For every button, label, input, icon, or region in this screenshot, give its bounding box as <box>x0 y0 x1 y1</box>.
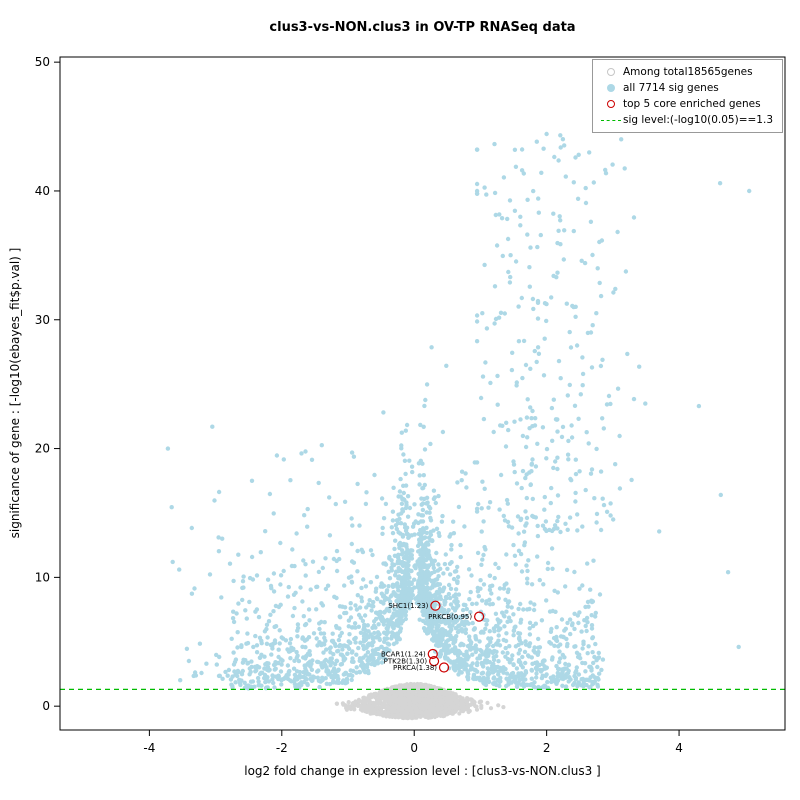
x-tick-label: 4 <box>675 741 683 755</box>
gene-marker-shc1 <box>430 600 441 611</box>
gene-marker-ptk2b <box>428 655 440 667</box>
sig-points-layer <box>165 131 752 691</box>
gene-marker-bcar1 <box>427 648 438 660</box>
gene-marker-prkca <box>438 662 450 673</box>
legend-label: sig level:(-log10(0.05)==1.3 <box>622 114 773 126</box>
nonsig-points-layer <box>334 681 506 721</box>
legend-label: Among total18565genes <box>622 66 753 78</box>
x-tick-label: -2 <box>276 741 288 755</box>
red-open-circle-marker <box>599 100 623 108</box>
gene-marker-prkcb <box>474 611 485 622</box>
plot-box <box>59 56 786 731</box>
y-tick-label: 0 <box>42 699 50 713</box>
gene-label-prkca: PRKCA(1.38) <box>393 664 437 672</box>
legend-label: top 5 core enriched genes <box>622 98 761 110</box>
blue-circle-marker <box>599 84 623 92</box>
y-axis-label: significance of gene : [-log10(ebayes_fi… <box>8 247 22 539</box>
x-tick-label: 2 <box>543 741 551 755</box>
legend: Among total18565genes all 7714 sig genes… <box>591 59 783 133</box>
chart-title: clus3-vs-NON.clus3 in OV-TP RNASeq data <box>269 20 576 35</box>
legend-item-sig-genes: all 7714 sig genes <box>599 80 773 96</box>
x-axis-label: log2 fold change in expression level : [… <box>244 764 601 778</box>
legend-item-core-enriched-genes: top 5 core enriched genes <box>599 96 773 112</box>
y-tick-label: 40 <box>35 184 50 198</box>
y-tick-label: 30 <box>35 313 50 327</box>
y-tick-label: 10 <box>35 570 50 584</box>
y-tick-label: 20 <box>35 442 50 456</box>
gene-label-shc1: SHC1(1.23) <box>388 602 428 610</box>
gene-label-bcar1: BCAR1(1.24) <box>381 651 426 659</box>
green-dashed-line-marker <box>599 119 623 121</box>
x-tick-label: 0 <box>410 741 418 755</box>
legend-item-total-genes: Among total18565genes <box>599 64 773 80</box>
legend-label: all 7714 sig genes <box>622 82 719 94</box>
gray-circle-marker <box>599 68 623 76</box>
gene-label-ptk2b: PTK2B(1.30) <box>384 658 428 666</box>
core-enriched-genes-layer: SHC1(1.23)PRKCB(0.95) BCAR1(1.24)PTK2B(1.… <box>381 600 485 673</box>
y-tick-label: 50 <box>35 55 50 69</box>
legend-item-sig-level: sig level:(-log10(0.05)==1.3 <box>599 112 773 128</box>
x-tick-label: -4 <box>143 741 155 755</box>
gene-label-prkcb: PRKCB(0.95) <box>428 613 472 621</box>
